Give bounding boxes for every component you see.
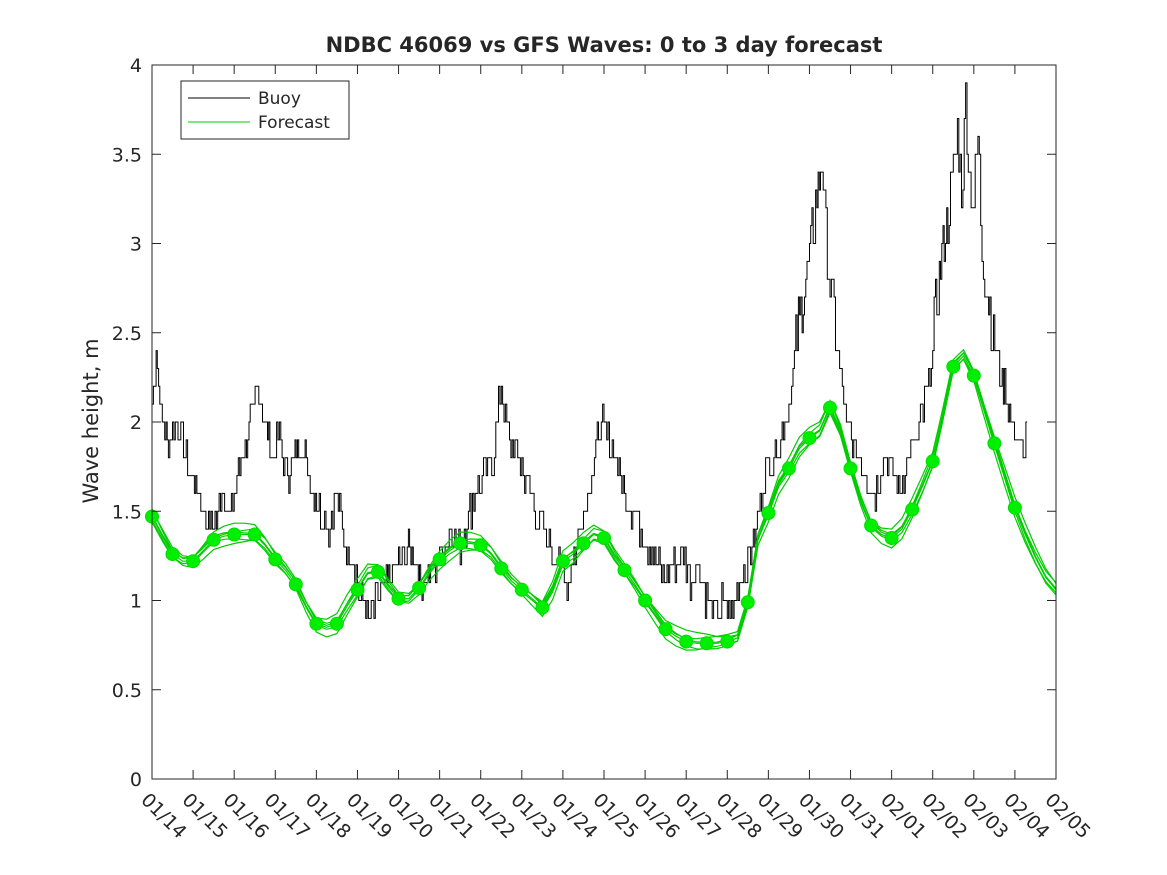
forecast-marker <box>432 552 447 567</box>
forecast-marker <box>884 531 899 545</box>
forecast-marker <box>987 436 1002 451</box>
x-tick-label: 01/25 <box>588 789 642 843</box>
x-tick-label: 01/24 <box>547 789 601 843</box>
x-tick-label: 01/30 <box>794 789 848 843</box>
y-tick-label: 3 <box>130 234 142 256</box>
forecast-marker <box>597 531 611 545</box>
x-tick-label: 02/04 <box>999 789 1053 843</box>
legend-forecast-label: Forecast <box>258 113 330 133</box>
forecast-marker <box>371 564 385 579</box>
forecast-marker <box>514 582 529 597</box>
x-tick-label: 02/02 <box>917 789 971 843</box>
forecast-marker <box>473 538 488 553</box>
x-tick-label: 02/03 <box>958 789 1012 843</box>
forecast-marker <box>802 431 817 446</box>
forecast-marker <box>638 593 653 608</box>
y-tick-label: 4 <box>130 55 142 77</box>
y-tick-label: 1 <box>130 591 142 613</box>
x-tick-label: 01/29 <box>753 789 807 843</box>
forecast-marker <box>864 518 879 533</box>
x-tick-label: 01/16 <box>219 789 273 843</box>
x-tick-label: 01/17 <box>260 789 314 843</box>
forecast-marker <box>288 577 303 592</box>
legend-buoy-label: Buoy <box>258 89 301 109</box>
forecast-marker <box>247 527 262 542</box>
forecast-marker <box>268 552 283 567</box>
x-tick-label: 01/21 <box>424 789 478 843</box>
forecast-marker <box>576 536 591 551</box>
forecast-marker <box>453 536 468 551</box>
y-tick-label: 3.5 <box>112 144 142 166</box>
y-tick-label: 2.5 <box>112 323 142 345</box>
forecast-marker <box>165 547 180 562</box>
forecast-marker <box>227 527 242 542</box>
y-axis-ticks: 0 0.5 1 1.5 2 2.5 3 3.5 4 <box>112 55 1056 791</box>
x-tick-label: 02/05 <box>1040 789 1094 843</box>
forecast-marker <box>535 600 550 615</box>
forecast-marker <box>761 506 776 520</box>
forecast-markers-layer <box>145 359 1022 651</box>
forecast-marker <box>966 368 981 383</box>
x-tick-label: 01/31 <box>835 789 889 843</box>
forecast-marker <box>555 554 570 569</box>
x-tick-label: 01/15 <box>178 789 232 843</box>
x-tick-label: 01/28 <box>712 789 766 843</box>
y-tick-label: 2 <box>130 412 142 434</box>
forecast-marker <box>946 359 961 374</box>
forecast-marker <box>309 616 324 631</box>
forecast-marker <box>494 561 509 576</box>
forecast-marker <box>617 563 632 578</box>
y-tick-label: 0 <box>130 769 142 791</box>
forecast-marker <box>699 636 714 651</box>
forecast-marker <box>843 461 858 476</box>
x-tick-label: 01/22 <box>465 789 519 843</box>
x-tick-label: 01/18 <box>301 789 355 843</box>
buoy-line <box>152 82 1028 619</box>
forecast-marker <box>206 532 221 547</box>
forecast-marker <box>391 591 406 606</box>
legend: Buoy Forecast <box>180 80 350 140</box>
forecast-marker <box>658 622 673 637</box>
forecast-marker <box>823 400 837 415</box>
buoy-series-layer <box>152 82 1028 619</box>
x-tick-label: 02/01 <box>876 789 930 843</box>
x-tick-label: 01/19 <box>342 789 396 843</box>
chart-title: NDBC 46069 vs GFS Waves: 0 to 3 day fore… <box>326 33 883 57</box>
x-tick-label: 01/14 <box>136 789 190 843</box>
forecast-marker <box>1007 500 1022 515</box>
forecast-marker <box>412 581 427 595</box>
forecast-marker <box>740 595 755 610</box>
forecast-marker <box>186 554 201 569</box>
forecast-marker <box>781 461 796 476</box>
x-tick-label: 01/27 <box>671 789 725 843</box>
forecast-marker <box>925 454 940 469</box>
forecast-marker <box>905 502 920 517</box>
y-tick-label: 1.5 <box>112 501 142 523</box>
legend-box <box>180 80 350 140</box>
y-tick-label: 0.5 <box>112 680 142 702</box>
x-tick-label: 01/23 <box>506 789 560 843</box>
forecast-marker <box>329 616 344 631</box>
forecast-marker <box>350 582 365 597</box>
forecast-marker <box>679 634 694 649</box>
x-tick-label: 01/26 <box>630 789 684 843</box>
forecast-marker <box>720 634 735 649</box>
x-tick-label: 01/20 <box>383 789 437 843</box>
y-axis-label: Wave height, m <box>79 338 103 503</box>
